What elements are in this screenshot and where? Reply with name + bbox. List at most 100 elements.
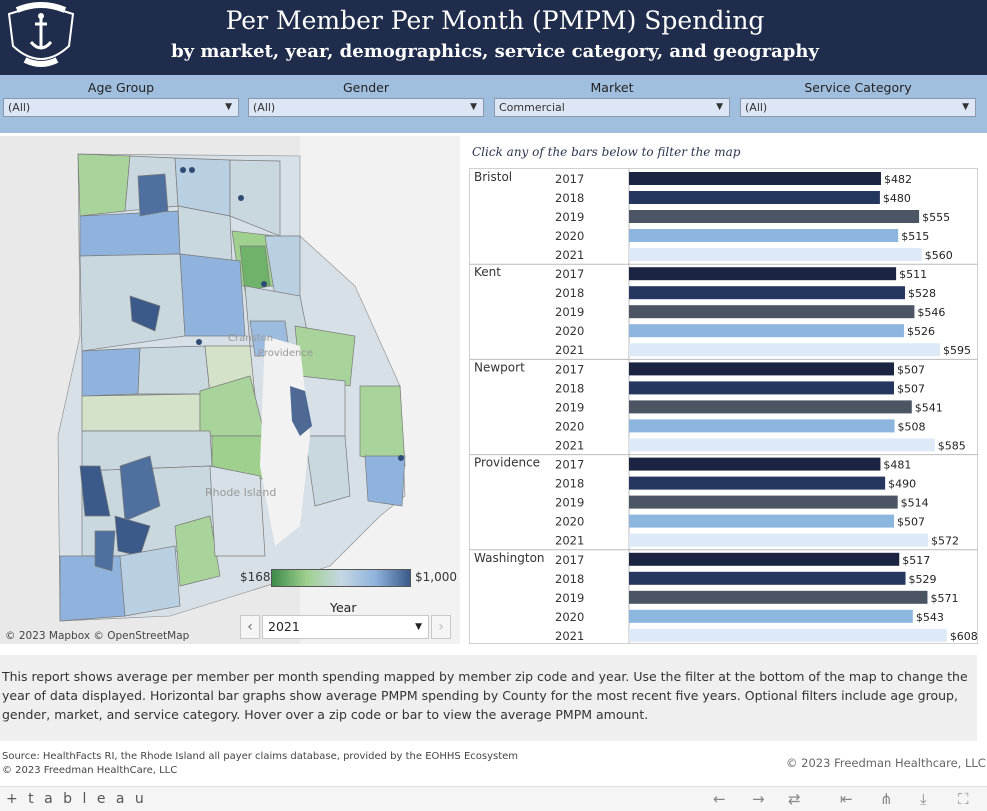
bar-newport-2019[interactable] bbox=[629, 400, 912, 414]
source-note: Source: HealthFacts RI, the Rhode Island… bbox=[2, 751, 519, 762]
bar-bristol-2021[interactable] bbox=[629, 248, 922, 261]
bar-value-label: $608 bbox=[950, 630, 977, 643]
bar-value-label: $585 bbox=[938, 439, 966, 452]
year-label: 2019 bbox=[555, 496, 584, 510]
bar-value-label: $572 bbox=[931, 535, 959, 548]
page-subtitle: by market, year, demographics, service c… bbox=[171, 41, 819, 62]
bar-newport-2020[interactable] bbox=[629, 419, 895, 433]
bar-washington-2020[interactable] bbox=[629, 609, 913, 623]
bar-value-label: $543 bbox=[916, 611, 944, 624]
year-label: 2018 bbox=[555, 572, 584, 586]
redo-icon[interactable]: → bbox=[752, 790, 765, 808]
bar-bristol-2017[interactable] bbox=[629, 172, 881, 185]
share-icon[interactable]: ⋔ bbox=[880, 790, 893, 808]
map-canvas[interactable]: Cranston Providence Rhode Island bbox=[0, 136, 460, 644]
header: Per Member Per Month (PMPM) Spending by … bbox=[0, 0, 987, 75]
revert-icon[interactable]: ⇄ bbox=[788, 790, 801, 808]
filter-label: Gender bbox=[342, 80, 390, 95]
age-group-dropdown[interactable]: (All) ▼ bbox=[3, 98, 239, 117]
county-bar-chart: Bristol 2017 $482 2018 $480 2019 $555 2020 $515 2… bbox=[469, 168, 978, 644]
year-label: 2021 bbox=[555, 629, 584, 643]
year-label: 2020 bbox=[555, 229, 584, 243]
bar-kent-2018[interactable] bbox=[629, 286, 905, 300]
bar-value-label: $546 bbox=[917, 306, 945, 319]
bar-value-label: $595 bbox=[943, 344, 971, 357]
bar-value-label: $529 bbox=[909, 573, 937, 586]
year-next-button[interactable]: › bbox=[431, 615, 451, 639]
year-label: 2021 bbox=[555, 438, 584, 452]
legend-color-bar bbox=[271, 569, 411, 587]
download-icon[interactable]: ⤓ bbox=[920, 790, 927, 808]
bar-washington-2018[interactable] bbox=[629, 571, 906, 585]
bar-value-label: $507 bbox=[897, 363, 925, 376]
service-category-dropdown[interactable]: (All) ▼ bbox=[740, 98, 976, 117]
year-label: 2019 bbox=[555, 210, 584, 224]
filter-label: Service Category bbox=[804, 80, 912, 95]
year-label: 2021 bbox=[555, 248, 584, 262]
year-label: 2019 bbox=[555, 400, 584, 414]
bar-value-label: $517 bbox=[902, 554, 930, 567]
bar-value-label: $515 bbox=[901, 230, 929, 243]
bar-newport-2021[interactable] bbox=[629, 438, 935, 452]
legend-min-value: $168 bbox=[240, 570, 271, 584]
bar-newport-2018[interactable] bbox=[629, 381, 895, 395]
bar-kent-2021[interactable] bbox=[629, 343, 941, 357]
year-label: 2017 bbox=[555, 267, 584, 281]
bar-kent-2020[interactable] bbox=[629, 324, 904, 338]
map-label-providence: Providence bbox=[258, 348, 313, 359]
bar-value-label: $490 bbox=[888, 478, 916, 491]
bar-value-label: $511 bbox=[899, 268, 927, 281]
year-filter-label: Year bbox=[330, 600, 357, 615]
bar-chart-instruction: Click any of the bars below to filter th… bbox=[472, 145, 741, 159]
dropdown-value: Commercial bbox=[499, 101, 565, 114]
county-label: Kent bbox=[474, 265, 501, 279]
zip-code-map[interactable]: Cranston Providence Rhode Island bbox=[0, 136, 460, 644]
bar-value-label: $555 bbox=[922, 211, 950, 224]
year-label: 2018 bbox=[555, 286, 584, 300]
bar-bristol-2020[interactable] bbox=[629, 229, 899, 242]
map-attribution[interactable]: © 2023 Mapbox © OpenStreetMap bbox=[5, 630, 190, 642]
undo-icon[interactable]: ← bbox=[713, 790, 726, 808]
bar-providence-2021[interactable] bbox=[629, 533, 928, 547]
copyright-left: © 2023 Freedman HealthCare, LLC bbox=[2, 765, 178, 775]
page-title: Per Member Per Month (PMPM) Spending bbox=[225, 6, 765, 35]
bar-providence-2017[interactable] bbox=[629, 457, 881, 471]
bar-washington-2017[interactable] bbox=[629, 552, 900, 566]
bar-value-label: $526 bbox=[907, 325, 935, 338]
filter-label: Market bbox=[590, 80, 634, 95]
bar-value-label: $507 bbox=[897, 382, 925, 395]
ri-state-seal-icon bbox=[7, 2, 75, 67]
bar-providence-2019[interactable] bbox=[629, 495, 898, 509]
bar-kent-2017[interactable] bbox=[629, 267, 897, 281]
bar-value-label: $541 bbox=[915, 401, 943, 414]
bar-bristol-2018[interactable] bbox=[629, 191, 880, 204]
bar-bristol-2019[interactable] bbox=[629, 210, 920, 223]
bar-newport-2017[interactable] bbox=[629, 362, 895, 376]
fullscreen-icon[interactable]: ⛶ bbox=[958, 790, 969, 808]
bar-chart-canvas: Bristol 2017 $482 2018 $480 2019 $555 2020 $515 2… bbox=[470, 169, 978, 643]
filter-gender: Gender (All) ▼ bbox=[248, 80, 484, 117]
tableau-logo[interactable]: + t a b l e a u bbox=[6, 791, 147, 807]
bar-providence-2018[interactable] bbox=[629, 476, 886, 490]
bar-value-label: $508 bbox=[898, 420, 926, 433]
bar-kent-2019[interactable] bbox=[629, 305, 915, 319]
bar-washington-2021[interactable] bbox=[629, 628, 947, 642]
year-label: 2018 bbox=[555, 477, 584, 491]
chevron-down-icon: ▼ bbox=[962, 102, 969, 112]
year-prev-button[interactable]: ‹ bbox=[240, 615, 260, 639]
bar-providence-2020[interactable] bbox=[629, 514, 895, 528]
year-label: 2017 bbox=[555, 553, 584, 567]
bar-value-label: $571 bbox=[930, 592, 958, 605]
reset-icon[interactable]: ⇤ bbox=[840, 790, 853, 808]
county-label: Providence bbox=[474, 456, 540, 470]
market-dropdown[interactable]: Commercial ▼ bbox=[494, 98, 730, 117]
year-dropdown[interactable]: 2021 ▼ bbox=[262, 615, 429, 639]
bar-value-label: $480 bbox=[883, 192, 911, 205]
year-label: 2018 bbox=[555, 191, 584, 205]
bar-washington-2019[interactable] bbox=[629, 590, 928, 604]
filter-market: Market Commercial ▼ bbox=[494, 80, 730, 117]
dropdown-value: (All) bbox=[745, 101, 768, 114]
year-label: 2021 bbox=[555, 343, 584, 357]
county-label: Newport bbox=[474, 360, 525, 374]
gender-dropdown[interactable]: (All) ▼ bbox=[248, 98, 484, 117]
